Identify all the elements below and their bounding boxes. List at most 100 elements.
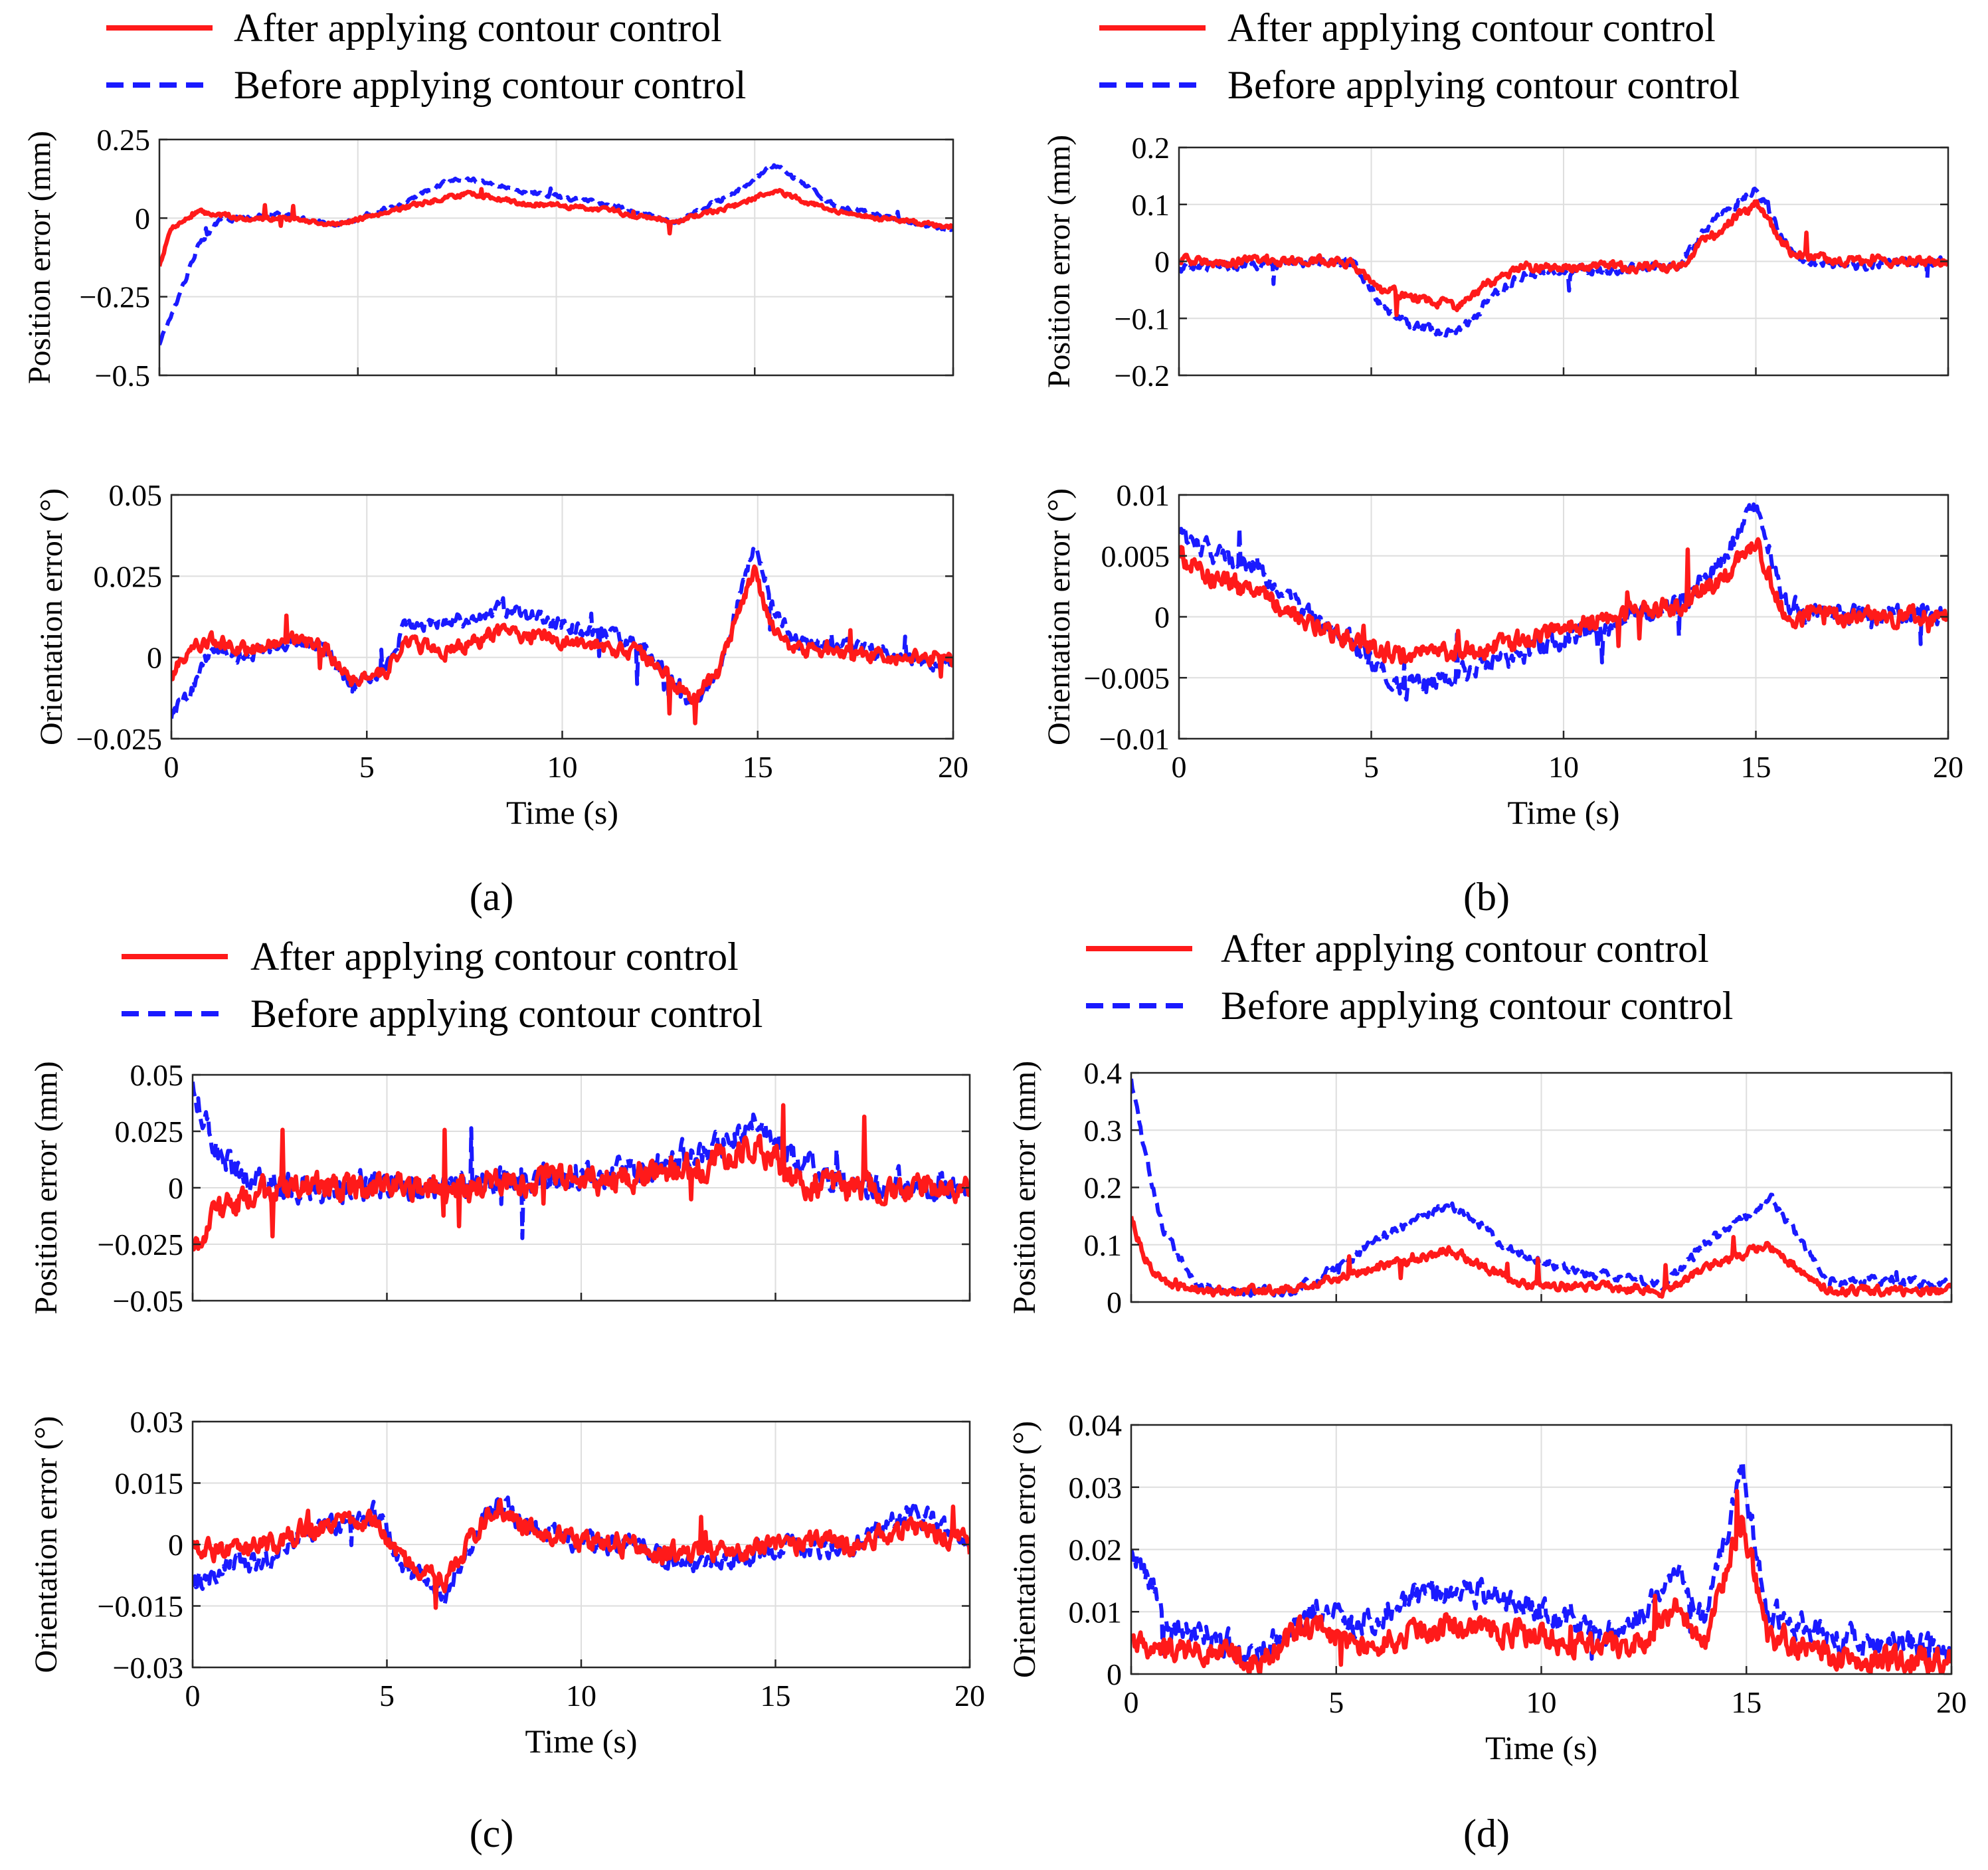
- panel-c-orientation-series-after: [193, 1497, 970, 1610]
- panel-c-orientation-ytick-label: 0.03: [130, 1405, 184, 1439]
- panel-c-position-ytick-label: −0.025: [98, 1228, 183, 1262]
- panel-a-orientation-series-group: [171, 546, 953, 725]
- panel-b-orientation-ytick-label: 0.01: [1117, 478, 1170, 512]
- legend-b: After applying contour control Before ap…: [1099, 6, 1740, 107]
- panel-d-orientation-xtick-label: 0: [1124, 1685, 1139, 1719]
- panel-c-orientation-xlabel: Time (s): [525, 1723, 637, 1760]
- panel-c-orientation-ylabel: Orientation error (°): [29, 1416, 64, 1673]
- caption-b: (b): [1463, 875, 1510, 919]
- legend-b-after-label: After applying contour control: [1227, 6, 1716, 50]
- panel-a-position-ytick-label: 0.25: [97, 123, 151, 157]
- panel-a-orientation-ytick-label: 0.05: [109, 478, 163, 512]
- panel-b-orientation-xtick-label: 5: [1364, 750, 1379, 784]
- panel-a-position-series-group: [159, 163, 953, 346]
- panel-d-position-ytick-label: 0: [1107, 1285, 1122, 1319]
- panel-a-position-ytick-label: −0.5: [95, 359, 150, 393]
- panel-b-orientation-series-group: [1179, 502, 1948, 702]
- panel-a-position-ytick-label: −0.25: [80, 280, 150, 314]
- panel-b-orientation-xtick-label: 10: [1548, 750, 1579, 784]
- panel-b-position-ytick-label: −0.2: [1115, 359, 1170, 393]
- panel-a-orientation-ytick-label: 0: [147, 641, 162, 675]
- panel-c-orientation-xtick-label: 15: [761, 1679, 791, 1713]
- panel-b-position-ytick-label: 0.2: [1132, 131, 1170, 165]
- legend-c: After applying contour control Before ap…: [122, 935, 763, 1036]
- panel-b-orientation-series-after: [1179, 537, 1948, 665]
- panel-c-position-plot: −0.05 −0.025 0 0.025 0.05 Position error (mm): [29, 1058, 971, 1318]
- legend-b-before-label: Before applying contour control: [1227, 63, 1740, 107]
- panel-d-position-ylabel: Position error (mm): [1007, 1061, 1042, 1314]
- panel-c-orientation-xtick-label: 10: [566, 1679, 596, 1713]
- panel-c-orientation-xtick-label: 5: [379, 1679, 395, 1713]
- panel-a-orientation-ytick-label: −0.025: [76, 722, 162, 756]
- panel-d-position-ytick-label: 0.1: [1084, 1228, 1123, 1262]
- panel-d-position-ytick-label: 0.2: [1084, 1171, 1123, 1205]
- legend-d-after-label: After applying contour control: [1221, 927, 1709, 971]
- legend-c-after-label: After applying contour control: [250, 935, 739, 979]
- panel-b-orientation-ytick-label: 0.005: [1101, 539, 1170, 573]
- panel-d-orientation-xtick-label: 5: [1328, 1685, 1344, 1719]
- panel-a-orientation-xtick-label: 10: [547, 750, 578, 784]
- caption-a: (a): [470, 875, 514, 919]
- panel-c-orientation-ytick-label: 0: [168, 1528, 183, 1562]
- panel-a-position-ylabel: Position error (mm): [22, 131, 57, 384]
- panel-c-orientation-ytick-label: 0.015: [115, 1467, 184, 1501]
- panel-d-orientation-ytick-label: 0.03: [1069, 1471, 1123, 1505]
- panel-a-orientation-xtick-label: 20: [938, 750, 968, 784]
- panel-a-position-plot: −0.5 −0.25 0 0.25 Position error (mm): [22, 123, 954, 393]
- legend-d-before-label: Before applying contour control: [1221, 984, 1733, 1028]
- legend-a-before-label: Before applying contour control: [234, 63, 746, 107]
- panel-c-position-ytick-label: 0.05: [130, 1058, 184, 1092]
- panel-c-position-ytick-label: 0.025: [115, 1115, 184, 1149]
- panel-d-orientation-ylabel: Orientation error (°): [1007, 1421, 1042, 1678]
- panel-d-position-series-before: [1131, 1078, 1951, 1298]
- panel-a-orientation-xlabel: Time (s): [506, 794, 618, 831]
- panel-b-orientation-xtick-label: 15: [1741, 750, 1771, 784]
- panel-c-orientation-ytick-label: −0.015: [98, 1590, 183, 1624]
- panel-b-orientation-ytick-label: −0.005: [1084, 661, 1170, 695]
- panel-d-orientation-xtick-label: 10: [1526, 1685, 1557, 1719]
- panel-a-orientation-series-after: [171, 564, 953, 725]
- panel-b-orientation-xlabel: Time (s): [1507, 794, 1619, 831]
- legend-d: After applying contour control Before ap…: [1086, 927, 1733, 1028]
- panel-d-orientation-series-group: [1131, 1459, 1951, 1674]
- panel-b-position-ytick-label: 0: [1154, 245, 1170, 279]
- panel-b-position-ylabel: Position error (mm): [1041, 135, 1077, 388]
- panel-d-position-ytick-label: 0.3: [1084, 1113, 1123, 1147]
- panel-c-orientation-plot: −0.03 −0.015 0 0.015 0.03 0 5 10 15 20 Orientation…: [29, 1405, 985, 1760]
- panel-d-orientation-xtick-label: 15: [1731, 1685, 1762, 1719]
- panel-b-position-series-after: [1179, 199, 1948, 318]
- panel-b-orientation-ytick-label: 0: [1154, 601, 1170, 634]
- panel-c-orientation-xtick-label: 20: [954, 1679, 985, 1713]
- panel-c-position-ytick-label: 0: [168, 1171, 183, 1205]
- panel-d-orientation-xlabel: Time (s): [1485, 1729, 1597, 1766]
- legend-a-after-label: After applying contour control: [234, 6, 722, 50]
- panel-c-position-ylabel: Position error (mm): [29, 1061, 64, 1314]
- panel-d-orientation-ytick-label: 0.02: [1069, 1533, 1123, 1567]
- panel-d-orientation-series-after: [1131, 1489, 1951, 1674]
- panel-d-orientation-xtick-label: 20: [1936, 1685, 1967, 1719]
- caption-c: (c): [470, 1812, 514, 1855]
- panel-b-orientation-xtick-label: 0: [1172, 750, 1187, 784]
- panel-a-position-series-after: [159, 187, 953, 267]
- panel-d-orientation-ytick-label: 0.01: [1069, 1595, 1123, 1629]
- panel-b-position-ytick-label: 0.1: [1132, 188, 1170, 222]
- panel-a-orientation-xtick-label: 5: [359, 750, 375, 784]
- legend-a: After applying contour control Before ap…: [106, 6, 746, 107]
- panel-a-orientation-xtick-label: 15: [743, 750, 773, 784]
- panel-a-orientation-series-before: [171, 546, 953, 719]
- panel-c-orientation-xtick-label: 0: [185, 1679, 201, 1713]
- panel-b-position-plot: −0.2 −0.1 0 0.1 0.2 Position error (mm): [1041, 131, 1949, 393]
- panel-d-orientation-ytick-label: 0: [1107, 1657, 1122, 1691]
- panel-d-orientation-plot: 0 0.01 0.02 0.03 0.04 0 5 10 15 20 Orientation err…: [1007, 1408, 1967, 1766]
- panel-b-position-series-group: [1179, 186, 1948, 338]
- panel-a-orientation-ytick-label: 0.025: [94, 559, 163, 593]
- panel-d-position-series-after: [1131, 1216, 1951, 1299]
- panel-c-position-series-group: [193, 1081, 970, 1252]
- legend-c-before-label: Before applying contour control: [250, 992, 763, 1036]
- panel-d-orientation-ytick-label: 0.04: [1069, 1408, 1123, 1442]
- panel-d-position-series-group: [1131, 1078, 1951, 1299]
- panel-b-orientation-xtick-label: 20: [1933, 750, 1963, 784]
- panel-a-orientation-ylabel: Orientation error (°): [34, 488, 69, 745]
